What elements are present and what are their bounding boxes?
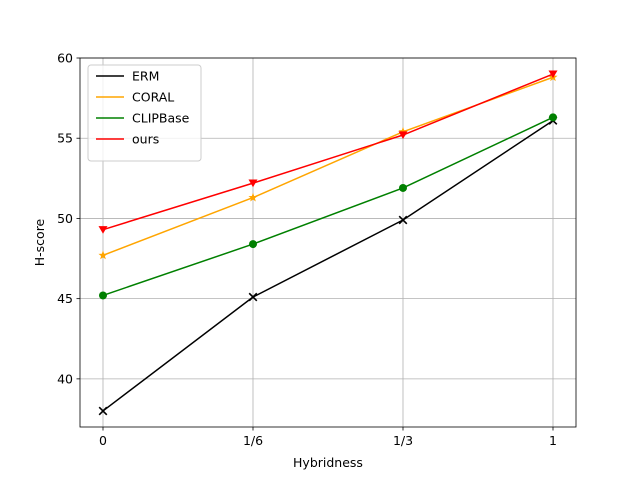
data-point [98,226,108,234]
data-point [398,127,408,136]
data-point [248,192,258,202]
data-point [248,179,258,188]
data-point [548,70,558,79]
data-point [98,250,108,260]
x-axis-label: Hybridness [293,455,363,470]
plot-frame [79,57,577,428]
series-layer [98,70,558,416]
y-ticks: 40 45 50 55 60 [57,51,80,386]
series-line [102,73,554,231]
y-tick-label: 45 [57,291,73,306]
legend-label: CORAL [132,90,174,105]
legend-label: ERM [132,69,159,84]
legend-item: ours [96,132,159,147]
legend-item: CLIPBase [96,111,190,126]
legend: ERM CORAL CLIPBase ours [87,64,202,162]
series-line [102,119,554,412]
data-point [399,183,407,192]
y-tick-label: 60 [57,51,73,66]
data-point [99,291,107,300]
x-tick-label: 1/6 [243,433,263,448]
data-point [398,215,408,225]
x-tick-label: 0 [99,433,107,448]
data-point [248,292,258,302]
series-ours [98,70,558,234]
y-tick-label: 50 [57,211,73,226]
series-line [102,116,554,297]
legend-box [87,64,202,162]
legend-label: ours [132,132,159,147]
data-point [98,406,108,416]
legend-label: CLIPBase [132,111,190,126]
legend-item: ERM [96,69,159,84]
x-ticks: 0 1/6 1/3 1 [99,427,557,448]
y-tick-label: 55 [57,131,73,146]
data-point [549,113,557,122]
data-point [398,131,408,140]
x-tick-label: 1 [549,433,557,448]
series-clipbase [99,113,557,300]
legend-item: CORAL [96,90,174,105]
y-axis-label: H-score [32,218,47,266]
data-point [249,240,257,249]
y-tick-label: 40 [57,371,73,386]
x-tick-label: 1/3 [393,433,413,448]
